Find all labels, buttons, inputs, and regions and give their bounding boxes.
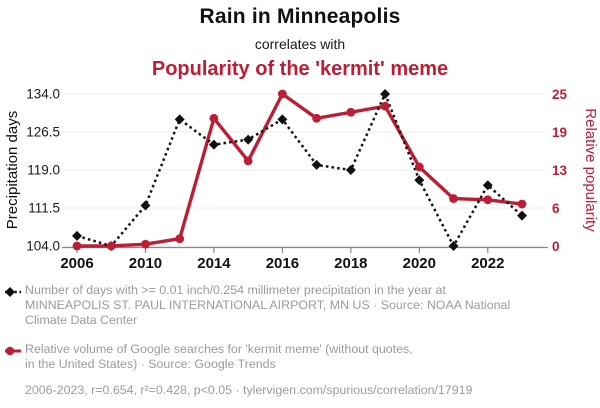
right-axis-tick-label: 13 [552, 163, 568, 178]
precipitation-data-point [482, 180, 493, 191]
chart-legend: Number of days with >= 0.01 inch/0.254 m… [5, 283, 597, 398]
left-axis-tick-label: 126.5 [26, 125, 60, 140]
left-axis-tick-label: 111.5 [28, 201, 60, 216]
chart-correlation-title: Popularity of the 'kermit' meme [151, 58, 449, 80]
chart-header: Rain in Minneapolis correlates with Popu… [0, 0, 600, 81]
x-axis-tick-label: 2018 [334, 255, 367, 272]
kermit-data-point [106, 241, 116, 251]
kermit-data-point [277, 89, 287, 99]
chart-subtitle: correlates with [254, 36, 346, 52]
kermit-data-point [209, 113, 219, 123]
precipitation-data-point [174, 114, 185, 125]
precipitation-series-line [76, 92, 523, 248]
kermit-data-point [175, 234, 185, 244]
kermit-data-point [141, 239, 150, 249]
chart-stats-footer: 2006-2023, r=0.654, r²=0.428, p<0.05 · t… [25, 383, 473, 398]
kermit-series-line [77, 92, 523, 248]
right-axis-tick-label: 19 [552, 125, 567, 140]
legend-item-precipitation: Number of days with >= 0.01 inch/0.254 m… [5, 283, 597, 329]
legend-precip-line-1: Number of days with >= 0.01 inch/0.254 m… [25, 283, 446, 297]
legend-item-kermit: Relative volume of Google searches for '… [5, 342, 597, 372]
precipitation-data-point [72, 230, 82, 241]
precipitation-data-point [243, 134, 254, 145]
chart-title: Rain in Minneapolis [199, 5, 401, 28]
precipitation-data-point [517, 210, 527, 221]
x-axis-tick-label: 2014 [197, 255, 231, 272]
black-dotted-diamond-legend-icon [5, 287, 21, 297]
right-axis-tick-label: 6 [552, 201, 560, 216]
precipitation-data-point [140, 200, 151, 211]
precipitation-data-point [414, 175, 425, 186]
legend-kermit-line-2: in the United States) · Source: Google T… [25, 356, 276, 371]
precipitation-data-point [448, 241, 459, 251]
kermit-data-point [414, 162, 424, 172]
precipitation-data-point [345, 165, 356, 175]
legend-text-kermit: Relative volume of Google searches for '… [25, 342, 413, 372]
precipitation-data-point [277, 114, 288, 125]
right-axis-tick-label: 0 [552, 239, 560, 254]
legend-precip-line-3: Climate Data Center [25, 313, 138, 328]
kermit-data-point [312, 113, 322, 123]
kermit-data-point [483, 195, 493, 205]
left-axis-tick-label: 104.0 [26, 239, 60, 254]
kermit-data-point [346, 107, 356, 117]
x-axis-tick-label: 2020 [403, 255, 436, 272]
kermit-data-point [517, 199, 527, 209]
left-axis-tick-label: 134.0 [26, 87, 60, 102]
x-axis-tick-label: 2016 [266, 255, 299, 272]
right-axis-title: Relative popularity [582, 108, 599, 232]
precipitation-data-point [208, 139, 219, 150]
left-axis-tick-label: 119.0 [27, 163, 60, 178]
legend-precip-line-2: MINNEAPOLIS ST. PAUL INTERNATIONAL AIRPO… [25, 298, 511, 313]
correlation-line-chart: 134.0 25 126.5 19 119.0 13 111.5 6 104.0 0 2006 201… [4, 87, 599, 273]
legend-text-precipitation: Number of days with >= 0.01 inch/0.254 m… [25, 283, 510, 329]
x-axis-tick-label: 2010 [129, 255, 162, 272]
left-axis-title: Precipitation days [4, 111, 21, 229]
kermit-data-point [380, 101, 390, 111]
precipitation-data-point [380, 89, 391, 99]
legend-kermit-line-1: Relative volume of Google searches for '… [25, 341, 413, 356]
right-axis-tick-label: 25 [552, 87, 568, 102]
kermit-data-point [449, 194, 458, 203]
x-axis-tick-label: 2006 [60, 255, 93, 272]
x-axis-tick-label: 2022 [471, 255, 504, 272]
precipitation-data-point [311, 159, 322, 170]
kermit-data-point [243, 156, 253, 166]
kermit-data-point [72, 241, 82, 251]
red-solid-circle-legend-icon [5, 346, 21, 355]
